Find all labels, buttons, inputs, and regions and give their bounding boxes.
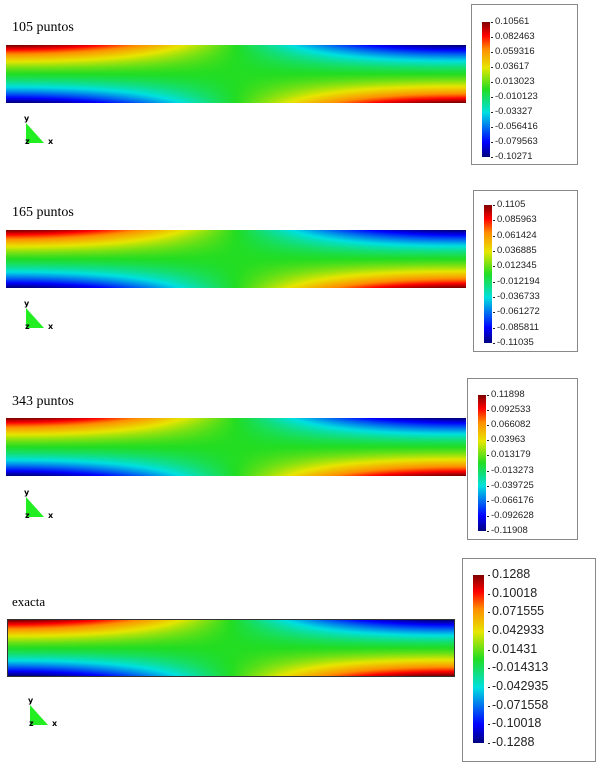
panel-title: 343 puntos: [12, 394, 74, 409]
colorbar-tick-label: -0.014313: [487, 660, 549, 675]
contour-field: [6, 45, 466, 103]
axis-y-label: y: [24, 488, 30, 497]
triad-shape: [30, 705, 48, 725]
colorbar-tick-label: 0.1288: [487, 567, 531, 581]
colorbar-tick-label: -0.039725: [487, 479, 534, 491]
colorbar-tick-label: 0.1105: [492, 199, 526, 210]
colorbar-tick-label: -0.066176: [487, 494, 534, 506]
colorbar-tick-label: -0.11035: [493, 337, 534, 348]
panel-title: 105 puntos: [12, 20, 74, 35]
colorbar: [484, 205, 492, 343]
colorbar-tick-label: -0.10018: [487, 716, 542, 731]
colorbar-tick-label: 0.036885: [493, 245, 537, 256]
colorbar-tick-label: 0.013179: [487, 449, 531, 461]
colorbar-legend: 0.10561 0.082463 0.059316 0.03617 0.013023 -0…: [471, 4, 578, 165]
colorbar-tick-label: 0.013023: [491, 76, 535, 87]
colorbar-tick-label: -0.085811: [492, 321, 540, 333]
colorbar-tick-label: 0.061424: [493, 229, 537, 241]
contour-field: [6, 230, 466, 288]
colorbar-legend: 0.1105 0.085963 0.061424 0.036885 0.012345 -0…: [473, 190, 578, 352]
contour-field: [7, 619, 455, 677]
colorbar-tick-label: 0.059316: [491, 46, 535, 57]
axis-x-label: x: [48, 511, 54, 520]
colorbar-tick-label: -0.071558: [487, 697, 549, 712]
axis-z-label: z: [25, 511, 30, 520]
colorbar-tick-label: -0.056416: [491, 121, 538, 132]
colorbar-tick-label: -0.079563: [491, 136, 538, 147]
colorbar-legend: 0.11898 0.092533 0.066082 0.03963 0.013179 -0…: [467, 378, 578, 540]
triad-shape: [26, 308, 44, 328]
colorbar-tick-label: 0.042933: [487, 623, 545, 637]
colorbar-tick-label: 0.11898: [487, 389, 525, 400]
axes-triad-icon: y z x: [28, 696, 58, 728]
colorbar-tick-label: 0.03963: [486, 434, 526, 446]
contour-field: [6, 418, 466, 476]
panel-title: 165 puntos: [12, 205, 74, 220]
colorbar-tick-label: 0.10561: [490, 16, 530, 27]
colorbar-tick-label: 0.01431: [487, 641, 538, 656]
colorbar-tick-label: 0.10018: [487, 585, 538, 600]
axis-x-label: x: [48, 322, 54, 331]
colorbar-tick-label: -0.013273: [487, 464, 534, 476]
colorbar: [473, 575, 484, 743]
axis-y-label: y: [24, 299, 30, 308]
axis-z-label: z: [29, 719, 34, 728]
colorbar-tick-label: -0.03327: [491, 106, 533, 117]
colorbar: [482, 22, 490, 157]
axes-triad-icon: y z x: [24, 488, 54, 520]
axes-triad-icon: y z x: [24, 114, 54, 146]
colorbar-tick-label: -0.11908: [487, 525, 528, 536]
colorbar-tick-label: -0.10271: [491, 151, 533, 162]
axes-triad-icon: y z x: [24, 299, 54, 331]
colorbar-tick-label: -0.012194: [493, 275, 540, 287]
colorbar-tick-label: 0.066082: [487, 419, 531, 431]
colorbar-legend: 0.1288 0.10018 0.071555 0.042933 0.01431 -0.0…: [462, 558, 596, 762]
axis-y-label: y: [24, 114, 30, 123]
triad-shape: [26, 123, 44, 143]
colorbar-tick-label: -0.092628: [487, 509, 534, 521]
colorbar-tick-label: 0.085963: [493, 214, 537, 226]
colorbar-tick-label: -0.010123: [491, 91, 538, 102]
panel-title: exacta: [12, 594, 46, 609]
axis-x-label: x: [48, 137, 54, 146]
colorbar-tick-label: -0.036733: [493, 291, 540, 302]
colorbar-tick-label: -0.061272: [493, 306, 540, 318]
axis-y-label: y: [28, 696, 34, 705]
colorbar-tick-label: 0.082463: [491, 31, 535, 42]
triad-shape: [26, 497, 44, 517]
axis-x-label: x: [52, 719, 58, 728]
colorbar: [478, 395, 486, 531]
axis-z-label: z: [25, 322, 30, 331]
colorbar-tick-label: -0.1288: [487, 735, 535, 749]
axis-z-label: z: [25, 137, 30, 146]
colorbar-tick-label: 0.012345: [493, 260, 537, 272]
colorbar-tick-label: 0.071555: [487, 604, 545, 619]
colorbar-tick-label: -0.042935: [487, 679, 549, 693]
colorbar-tick-label: 0.092533: [487, 404, 531, 416]
colorbar-tick-label: 0.03617: [490, 61, 530, 72]
